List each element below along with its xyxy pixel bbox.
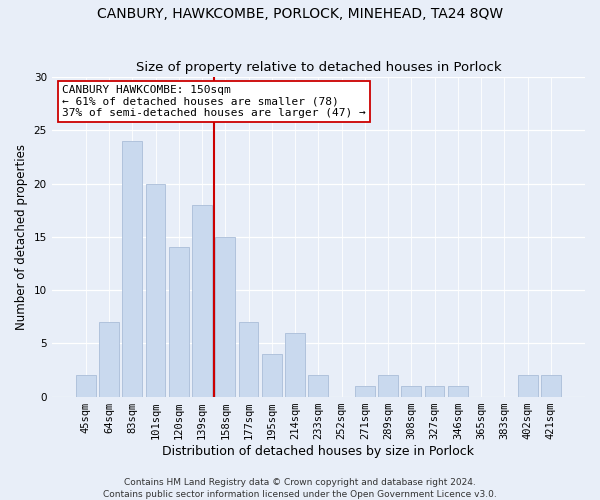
Text: CANBURY HAWKCOMBE: 150sqm
← 61% of detached houses are smaller (78)
37% of semi-: CANBURY HAWKCOMBE: 150sqm ← 61% of detac… — [62, 85, 366, 118]
Bar — [99, 322, 119, 396]
Bar — [308, 376, 328, 396]
Bar — [378, 376, 398, 396]
Bar — [169, 248, 188, 396]
Text: CANBURY, HAWKCOMBE, PORLOCK, MINEHEAD, TA24 8QW: CANBURY, HAWKCOMBE, PORLOCK, MINEHEAD, T… — [97, 8, 503, 22]
Y-axis label: Number of detached properties: Number of detached properties — [15, 144, 28, 330]
Bar — [215, 237, 235, 396]
Bar — [285, 332, 305, 396]
Text: Contains HM Land Registry data © Crown copyright and database right 2024.
Contai: Contains HM Land Registry data © Crown c… — [103, 478, 497, 499]
Bar — [192, 205, 212, 396]
Bar — [122, 141, 142, 397]
X-axis label: Distribution of detached houses by size in Porlock: Distribution of detached houses by size … — [163, 444, 475, 458]
Bar — [146, 184, 166, 396]
Bar — [541, 376, 561, 396]
Bar — [448, 386, 468, 396]
Bar — [239, 322, 259, 396]
Title: Size of property relative to detached houses in Porlock: Size of property relative to detached ho… — [136, 62, 501, 74]
Bar — [355, 386, 375, 396]
Bar — [518, 376, 538, 396]
Bar — [76, 376, 95, 396]
Bar — [262, 354, 282, 397]
Bar — [425, 386, 445, 396]
Bar — [401, 386, 421, 396]
